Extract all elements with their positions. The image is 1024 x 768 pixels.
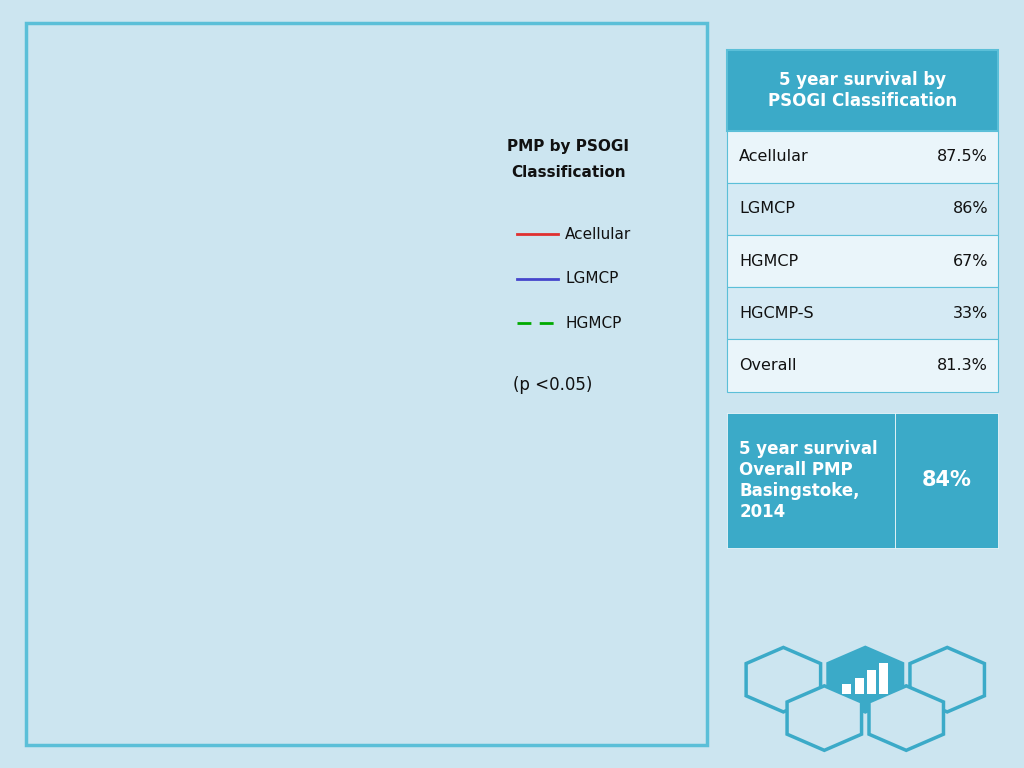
Y-axis label: Cumulative survival: Cumulative survival [29,295,46,481]
Text: 33%: 33% [953,306,988,321]
Text: Classification: Classification [511,165,626,180]
Text: 84%: 84% [922,470,972,491]
Text: 81.3%: 81.3% [937,358,988,373]
Text: 67%: 67% [952,253,988,269]
Text: PMP by PSOGI: PMP by PSOGI [507,138,630,154]
Text: LGMCP: LGMCP [565,271,618,286]
Text: 86%: 86% [952,201,988,217]
Text: 87.5%: 87.5% [937,149,988,164]
Text: HGMCP: HGMCP [739,253,799,269]
Text: (p <0.05): (p <0.05) [513,376,593,393]
Text: LGMCP: LGMCP [739,201,796,217]
Text: 5 year survival
Overall PMP
Basingstoke,
2014: 5 year survival Overall PMP Basingstoke,… [739,440,878,521]
Text: HGCMP-S: HGCMP-S [739,306,814,321]
Text: Overall: Overall [739,358,797,373]
Text: Acellular: Acellular [739,149,809,164]
Text: 5 year survival by
PSOGI Classification: 5 year survival by PSOGI Classification [768,71,957,110]
Text: HGMCP: HGMCP [565,316,622,331]
Text: Acellular: Acellular [565,227,632,242]
X-axis label: Time to death (days): Time to death (days) [191,697,387,715]
Title: 5-Year Survival by PSOGI Classification: 5-Year Survival by PSOGI Classification [77,82,502,101]
